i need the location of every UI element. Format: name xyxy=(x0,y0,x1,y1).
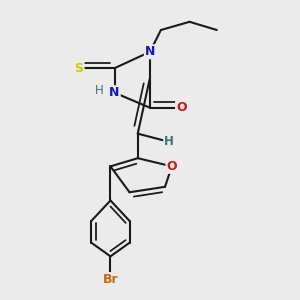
Text: O: O xyxy=(176,101,187,114)
Text: O: O xyxy=(167,160,177,173)
Text: N: N xyxy=(145,45,155,58)
Text: N: N xyxy=(110,86,120,99)
Text: H: H xyxy=(95,84,104,97)
Text: H: H xyxy=(164,135,174,148)
Text: Br: Br xyxy=(103,273,118,286)
Text: S: S xyxy=(75,62,84,75)
